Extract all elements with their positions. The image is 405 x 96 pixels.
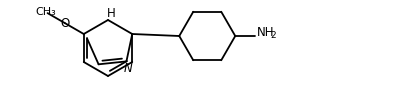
Text: CH₃: CH₃ [35, 7, 56, 17]
Text: 2: 2 [270, 31, 275, 39]
Text: O: O [60, 17, 69, 29]
Text: H: H [107, 7, 115, 19]
Text: NH: NH [256, 26, 273, 38]
Text: N: N [124, 62, 132, 75]
